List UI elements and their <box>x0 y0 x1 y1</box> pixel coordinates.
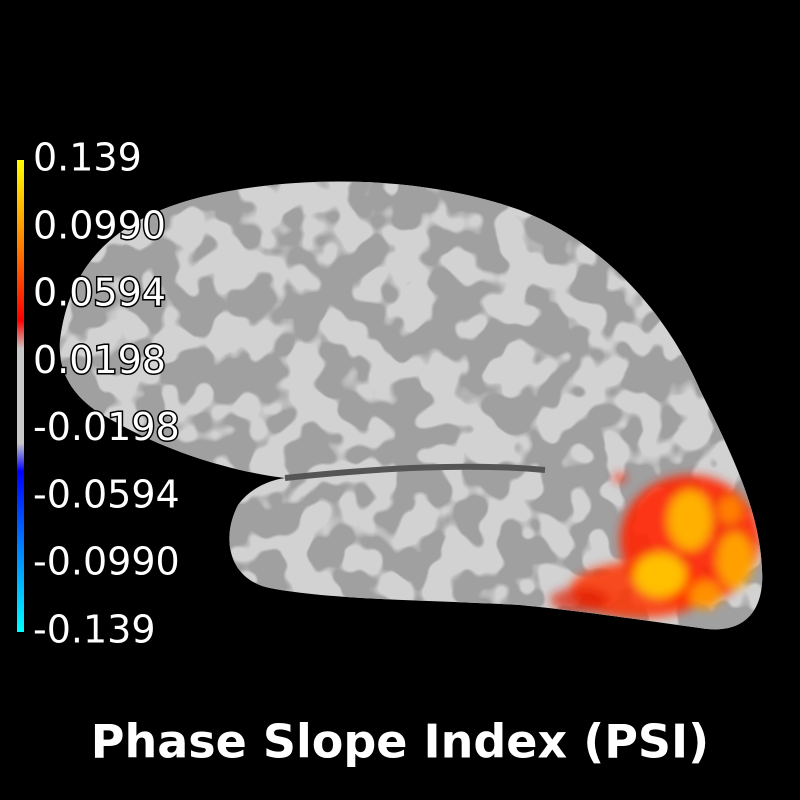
colorbar-tick-label: -0.0594 <box>33 472 180 516</box>
colorbar-tick-label: -0.139 <box>33 608 156 652</box>
colorbar-tick-label: 0.0990 <box>33 203 166 247</box>
colorbar-tick-label: -0.0198 <box>33 405 180 449</box>
colorbar <box>17 160 24 632</box>
colorbar-tick-label: 0.0594 <box>33 271 166 315</box>
colorbar-tick-label: 0.0198 <box>33 338 166 382</box>
colorbar-tick-label: 0.139 <box>33 136 142 180</box>
activation <box>550 474 760 618</box>
colorbar-tick-label: -0.0990 <box>33 540 180 584</box>
title: Phase Slope Index (PSI) <box>91 715 709 769</box>
